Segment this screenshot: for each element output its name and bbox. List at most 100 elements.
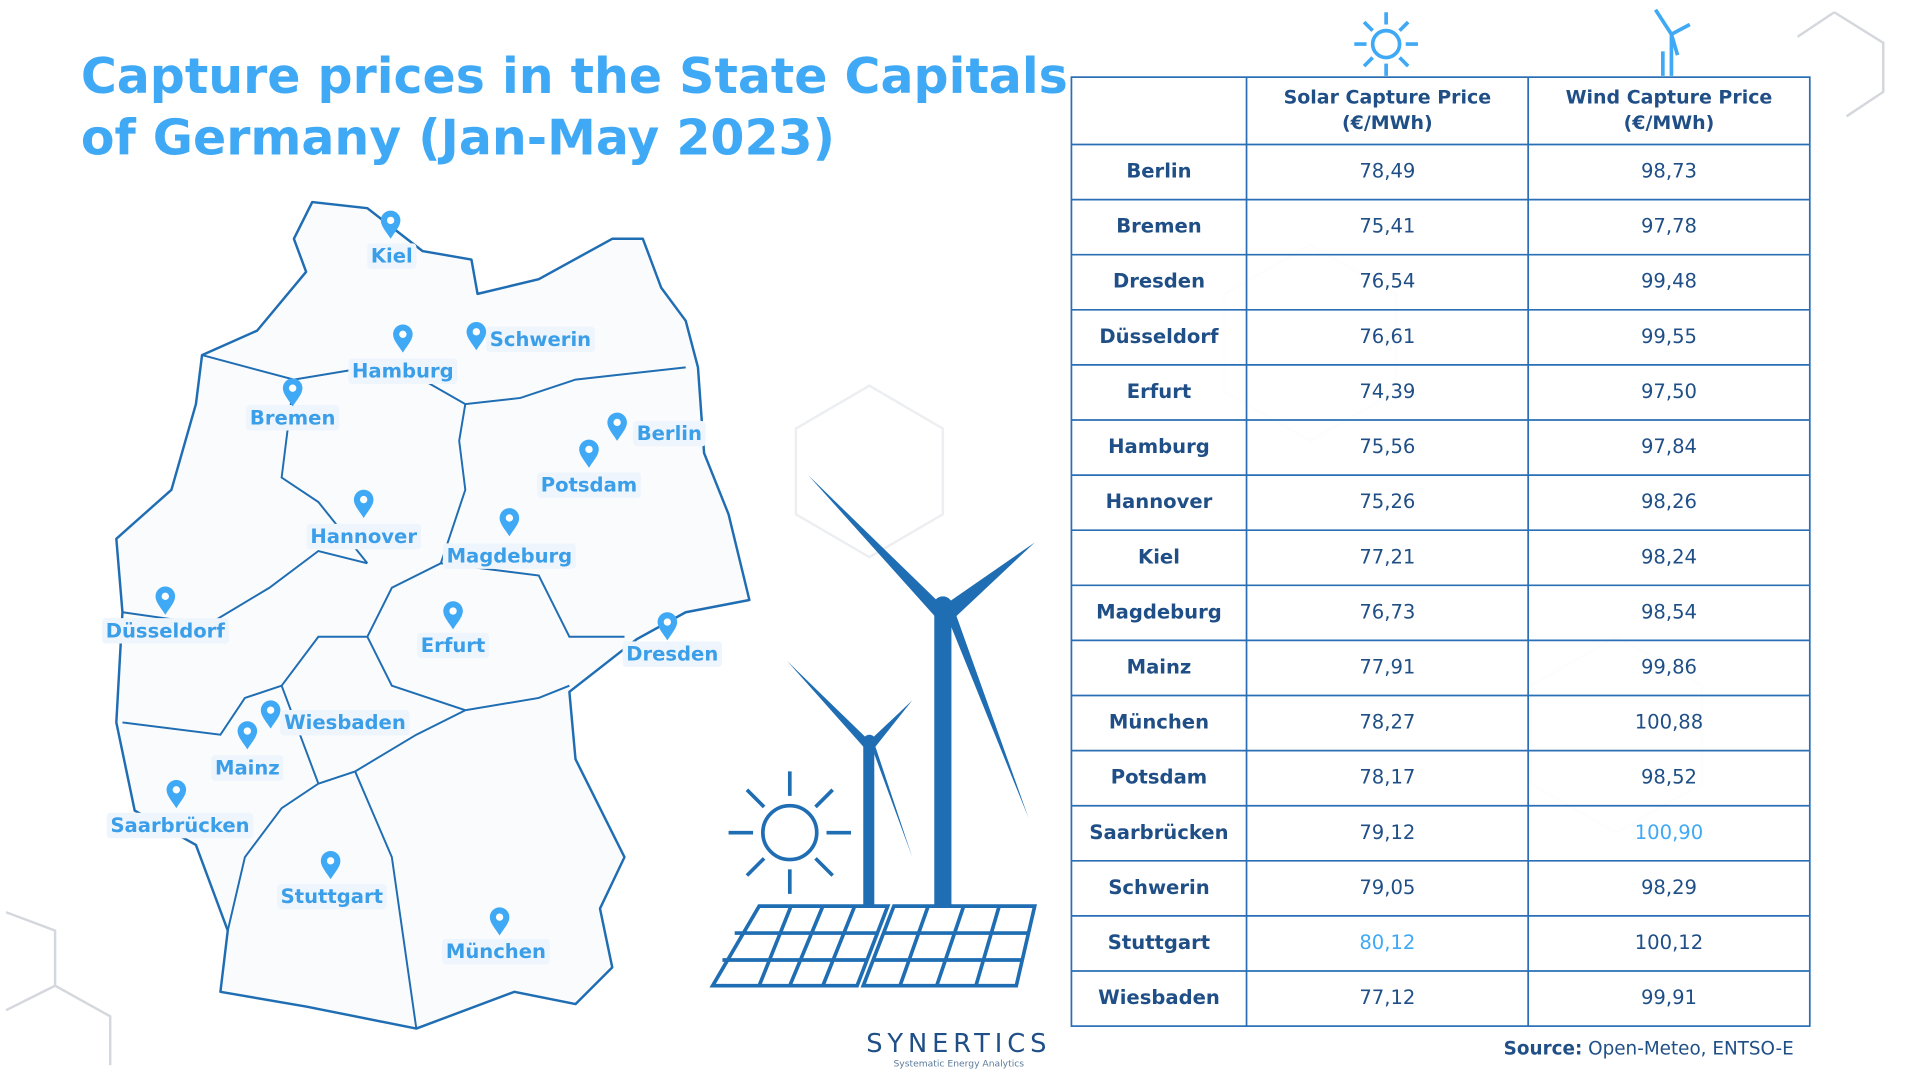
city-label: Schwerin	[490, 328, 591, 351]
pin	[166, 780, 187, 809]
cell-value: 97,50	[1641, 380, 1697, 403]
turbine-blade	[869, 740, 913, 858]
cell-value: 76,73	[1359, 600, 1415, 623]
pin-dot	[505, 514, 514, 522]
row-header: Mainz	[1127, 655, 1192, 678]
turbine-blade	[808, 475, 943, 619]
city-label: Dresden	[626, 643, 718, 666]
cell-value: 78,49	[1359, 160, 1415, 183]
pin	[499, 508, 520, 537]
cell-value: 74,39	[1359, 380, 1415, 403]
turbine-blade	[787, 661, 870, 750]
cell-value: 98,26	[1641, 490, 1697, 513]
cell-value: 77,91	[1359, 655, 1415, 678]
state-borders	[122, 354, 686, 1029]
turbine-blade	[942, 542, 1035, 620]
pin	[353, 489, 374, 518]
row-header: Stuttgart	[1108, 931, 1210, 954]
pin	[489, 907, 510, 936]
pin-dot	[449, 607, 457, 615]
cell-value: 78,17	[1359, 766, 1415, 789]
pin-dot	[472, 328, 480, 336]
cell-value: 78,27	[1359, 711, 1415, 734]
city-label: München	[446, 940, 546, 963]
source-label: Source:	[1504, 1038, 1583, 1059]
cell-value: 80,12	[1359, 931, 1415, 954]
cell-value: 79,05	[1359, 876, 1415, 899]
pin	[320, 851, 341, 880]
table-icons	[1354, 8, 1691, 76]
pin	[607, 412, 627, 441]
city-label: Stuttgart	[281, 885, 383, 908]
cell-value: 98,54	[1641, 600, 1697, 623]
city-label: Kiel	[371, 245, 413, 268]
pin-dot	[663, 618, 672, 626]
label-background	[276, 883, 387, 910]
pin-dot	[585, 445, 593, 454]
cell-value: 100,12	[1635, 931, 1704, 954]
turbine-tower	[934, 606, 952, 907]
pin-dot	[172, 786, 180, 794]
pin	[443, 601, 463, 630]
turbine-hub	[863, 734, 876, 747]
cell-value: 97,78	[1641, 215, 1697, 238]
pin	[466, 322, 487, 351]
label-background	[633, 420, 706, 447]
label-background	[246, 405, 340, 431]
row-header: Hamburg	[1108, 435, 1210, 458]
label-background	[417, 632, 489, 659]
illustration	[709, 475, 1038, 988]
row-header: Berlin	[1126, 160, 1191, 183]
pin-dot	[495, 913, 504, 921]
cell-value: 77,21	[1359, 545, 1415, 568]
pin	[237, 721, 258, 750]
row-header: Dresden	[1113, 270, 1205, 293]
row-header: Kiel	[1138, 545, 1180, 568]
label-background	[537, 472, 641, 498]
cell-value: 75,56	[1359, 435, 1415, 458]
title-line: of Germany (Jan-May 2023)	[81, 109, 835, 166]
column-header: Wind Capture Price	[1566, 86, 1773, 108]
cell-value: 75,41	[1359, 215, 1415, 238]
table: Solar Capture Price (€/MWh) Wind Capture P…	[1070, 76, 1811, 1027]
pin-dot	[243, 727, 252, 735]
source-text: Open-Meteo, ENTSO-E	[1588, 1038, 1794, 1059]
city-label: Hannover	[310, 525, 417, 548]
pin-dot	[360, 495, 368, 504]
row-header: Schwerin	[1108, 876, 1209, 899]
cell-value: 77,12	[1359, 986, 1415, 1009]
label-background	[442, 543, 576, 569]
label-background	[486, 326, 595, 353]
pin	[393, 324, 413, 353]
row-header: München	[1109, 711, 1209, 734]
pin-dot	[613, 418, 621, 427]
cell-value: 98,29	[1641, 876, 1697, 899]
turbine-blade	[869, 700, 913, 749]
city-label: Saarbrücken	[110, 814, 249, 837]
cell-value: 99,48	[1641, 270, 1697, 293]
solar-panels	[709, 904, 1038, 988]
city-label: Hamburg	[352, 360, 454, 383]
logo-tagline: Systematic Energy Analytics	[893, 1059, 1024, 1070]
row-header: Bremen	[1116, 215, 1201, 238]
map-outline	[115, 200, 751, 1030]
pin-dot	[161, 592, 169, 600]
logo-name: SYNERTICS	[866, 1029, 1051, 1059]
row-header: Potsdam	[1111, 766, 1207, 789]
turbine-hub	[933, 596, 953, 616]
column-header: (€/MWh)	[1342, 112, 1433, 134]
cell-value: 99,55	[1641, 325, 1697, 348]
sun	[728, 771, 852, 894]
table-border	[1070, 76, 1811, 1027]
turbine-blade	[942, 606, 1029, 818]
label-background	[106, 812, 254, 839]
row-header: Wiesbaden	[1098, 986, 1220, 1009]
pin	[657, 612, 678, 641]
city-label: Düsseldorf	[106, 619, 226, 642]
row-header: Düsseldorf	[1099, 325, 1219, 348]
pin	[260, 700, 281, 729]
label-background	[280, 709, 410, 736]
cell-value: 100,90	[1635, 821, 1704, 844]
pin-dot	[266, 706, 275, 714]
city-label: Magdeburg	[447, 545, 573, 568]
